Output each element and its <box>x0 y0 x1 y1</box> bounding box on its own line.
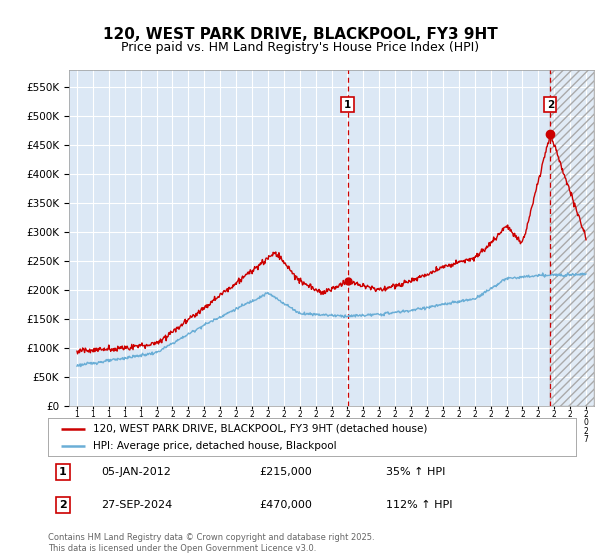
Text: 120, WEST PARK DRIVE, BLACKPOOL, FY3 9HT (detached house): 120, WEST PARK DRIVE, BLACKPOOL, FY3 9HT… <box>93 423 427 433</box>
Text: 2: 2 <box>547 100 554 110</box>
Text: Price paid vs. HM Land Registry's House Price Index (HPI): Price paid vs. HM Land Registry's House … <box>121 41 479 54</box>
Text: 2: 2 <box>59 500 67 510</box>
Text: £470,000: £470,000 <box>259 500 312 510</box>
Text: Contains HM Land Registry data © Crown copyright and database right 2025.
This d: Contains HM Land Registry data © Crown c… <box>48 533 374 553</box>
Text: HPI: Average price, detached house, Blackpool: HPI: Average price, detached house, Blac… <box>93 441 337 451</box>
Text: 27-SEP-2024: 27-SEP-2024 <box>101 500 172 510</box>
Bar <box>550 70 594 406</box>
Text: 1: 1 <box>59 467 67 477</box>
Text: £215,000: £215,000 <box>259 467 312 477</box>
Text: 120, WEST PARK DRIVE, BLACKPOOL, FY3 9HT: 120, WEST PARK DRIVE, BLACKPOOL, FY3 9HT <box>103 27 497 42</box>
Bar <box>550 70 594 406</box>
Text: 1: 1 <box>344 100 352 110</box>
Text: 05-JAN-2012: 05-JAN-2012 <box>101 467 170 477</box>
Text: 35% ↑ HPI: 35% ↑ HPI <box>386 467 445 477</box>
Text: 112% ↑ HPI: 112% ↑ HPI <box>386 500 452 510</box>
